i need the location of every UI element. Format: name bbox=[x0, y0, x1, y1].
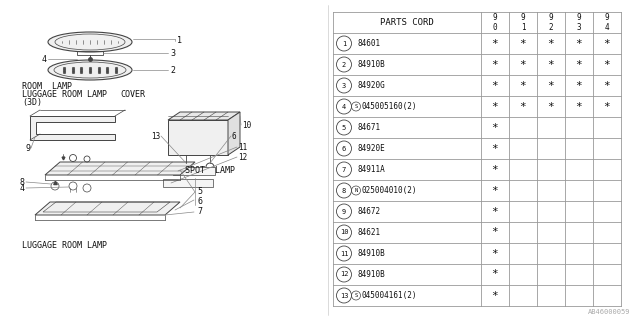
Text: 10: 10 bbox=[242, 121, 252, 130]
Text: 84671: 84671 bbox=[357, 123, 380, 132]
FancyBboxPatch shape bbox=[168, 120, 228, 155]
Text: *: * bbox=[548, 60, 554, 69]
Text: 2: 2 bbox=[342, 61, 346, 68]
Text: 84910B: 84910B bbox=[357, 270, 385, 279]
Text: 4: 4 bbox=[20, 183, 25, 193]
Text: 84910B: 84910B bbox=[357, 249, 385, 258]
Text: 84920G: 84920G bbox=[357, 81, 385, 90]
Text: 84621: 84621 bbox=[357, 228, 380, 237]
Text: 13: 13 bbox=[340, 292, 348, 299]
Text: 9
3: 9 3 bbox=[577, 13, 581, 32]
Text: 9
4: 9 4 bbox=[605, 13, 609, 32]
Text: 8: 8 bbox=[342, 188, 346, 194]
Text: *: * bbox=[492, 228, 499, 237]
Text: 045004161(2): 045004161(2) bbox=[362, 291, 417, 300]
Text: 1: 1 bbox=[177, 36, 182, 44]
Text: LUGGAGE ROOM LAMP: LUGGAGE ROOM LAMP bbox=[22, 241, 107, 250]
Text: *: * bbox=[492, 249, 499, 259]
Text: *: * bbox=[492, 60, 499, 69]
Polygon shape bbox=[228, 112, 240, 155]
Text: 6: 6 bbox=[232, 132, 237, 140]
Text: *: * bbox=[492, 143, 499, 154]
Text: 6: 6 bbox=[342, 146, 346, 151]
Text: *: * bbox=[548, 38, 554, 49]
Text: 2: 2 bbox=[170, 66, 175, 75]
Text: 10: 10 bbox=[340, 229, 348, 236]
Text: AB46000059: AB46000059 bbox=[588, 309, 630, 315]
Text: 9
0: 9 0 bbox=[493, 13, 497, 32]
Text: S: S bbox=[355, 293, 358, 298]
Text: 9
1: 9 1 bbox=[521, 13, 525, 32]
Text: 1: 1 bbox=[342, 41, 346, 46]
Text: 4: 4 bbox=[42, 54, 47, 63]
Text: *: * bbox=[548, 81, 554, 91]
Text: (3D): (3D) bbox=[22, 98, 42, 107]
Text: *: * bbox=[548, 101, 554, 111]
Text: 5: 5 bbox=[197, 188, 202, 196]
Text: *: * bbox=[520, 38, 526, 49]
Text: 84672: 84672 bbox=[357, 207, 380, 216]
Text: *: * bbox=[492, 123, 499, 132]
Text: 12: 12 bbox=[340, 271, 348, 277]
Text: *: * bbox=[604, 101, 611, 111]
Text: 5: 5 bbox=[342, 124, 346, 131]
Text: *: * bbox=[604, 81, 611, 91]
Text: S: S bbox=[355, 104, 358, 109]
Ellipse shape bbox=[48, 60, 132, 80]
Text: 3: 3 bbox=[170, 49, 175, 58]
Ellipse shape bbox=[48, 32, 132, 52]
Text: 84911A: 84911A bbox=[357, 165, 385, 174]
Text: *: * bbox=[492, 101, 499, 111]
Text: 8: 8 bbox=[20, 178, 25, 187]
Polygon shape bbox=[35, 202, 180, 215]
FancyBboxPatch shape bbox=[163, 179, 213, 187]
FancyBboxPatch shape bbox=[173, 167, 215, 175]
Text: *: * bbox=[492, 186, 499, 196]
Text: ROOM  LAMP: ROOM LAMP bbox=[22, 82, 72, 91]
Text: 9
2: 9 2 bbox=[548, 13, 554, 32]
Text: SPOT  LAMP: SPOT LAMP bbox=[185, 165, 235, 174]
Text: COVER: COVER bbox=[120, 90, 145, 99]
Text: 12: 12 bbox=[238, 153, 247, 162]
Polygon shape bbox=[30, 116, 115, 140]
Text: *: * bbox=[492, 81, 499, 91]
Polygon shape bbox=[45, 162, 195, 175]
Text: *: * bbox=[575, 81, 582, 91]
Text: 045005160(2): 045005160(2) bbox=[362, 102, 417, 111]
Text: 9: 9 bbox=[342, 209, 346, 214]
Text: *: * bbox=[604, 60, 611, 69]
Text: *: * bbox=[492, 206, 499, 217]
Text: *: * bbox=[492, 164, 499, 174]
Text: *: * bbox=[520, 81, 526, 91]
Text: 3: 3 bbox=[342, 83, 346, 89]
Text: 025004010(2): 025004010(2) bbox=[362, 186, 417, 195]
Text: 9: 9 bbox=[25, 143, 30, 153]
Text: *: * bbox=[575, 38, 582, 49]
Text: *: * bbox=[575, 60, 582, 69]
Polygon shape bbox=[168, 112, 240, 120]
Text: N: N bbox=[355, 188, 358, 193]
Text: PARTS CORD: PARTS CORD bbox=[380, 18, 434, 27]
Text: 11: 11 bbox=[238, 142, 247, 151]
Text: 84601: 84601 bbox=[357, 39, 380, 48]
Text: 7: 7 bbox=[197, 207, 202, 217]
Text: 6: 6 bbox=[197, 197, 202, 206]
Text: LUGGAGE ROOM LAMP: LUGGAGE ROOM LAMP bbox=[22, 90, 107, 99]
Text: *: * bbox=[492, 269, 499, 279]
Text: *: * bbox=[604, 38, 611, 49]
Text: 84920E: 84920E bbox=[357, 144, 385, 153]
Text: *: * bbox=[575, 101, 582, 111]
Text: *: * bbox=[492, 291, 499, 300]
Text: *: * bbox=[492, 38, 499, 49]
Text: 7: 7 bbox=[342, 166, 346, 172]
Text: 4: 4 bbox=[342, 103, 346, 109]
Text: *: * bbox=[520, 60, 526, 69]
Text: *: * bbox=[520, 101, 526, 111]
Text: 11: 11 bbox=[340, 251, 348, 257]
Text: 84910B: 84910B bbox=[357, 60, 385, 69]
Text: 13: 13 bbox=[151, 132, 160, 140]
